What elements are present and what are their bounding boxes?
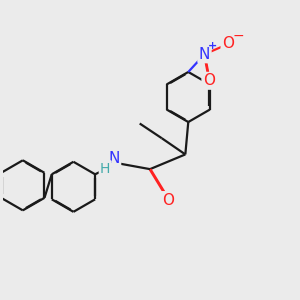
Text: N: N <box>199 47 210 62</box>
Text: H: H <box>100 161 110 176</box>
Text: +: + <box>208 41 217 51</box>
Text: −: − <box>232 29 244 43</box>
Text: O: O <box>162 193 174 208</box>
Text: N: N <box>108 151 120 166</box>
Text: O: O <box>222 37 234 52</box>
Text: O: O <box>203 73 215 88</box>
